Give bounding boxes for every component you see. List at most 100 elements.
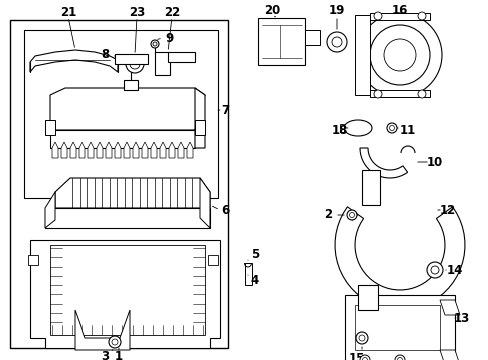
Polygon shape [133, 142, 139, 158]
Polygon shape [160, 142, 165, 158]
Polygon shape [142, 142, 148, 158]
Text: 23: 23 [129, 5, 145, 18]
Polygon shape [200, 178, 209, 228]
Polygon shape [354, 15, 369, 95]
Polygon shape [354, 305, 439, 350]
Circle shape [130, 59, 140, 69]
Circle shape [417, 90, 425, 98]
Text: 20: 20 [264, 4, 280, 17]
Polygon shape [244, 263, 251, 285]
Polygon shape [124, 142, 130, 158]
Polygon shape [70, 142, 76, 158]
Polygon shape [357, 285, 377, 310]
Text: 19: 19 [328, 4, 345, 17]
Text: 14: 14 [446, 264, 462, 276]
Polygon shape [61, 142, 67, 158]
Text: 4: 4 [250, 274, 259, 287]
Circle shape [386, 123, 396, 133]
Polygon shape [28, 255, 38, 265]
Circle shape [357, 13, 441, 97]
Circle shape [109, 336, 121, 348]
Polygon shape [151, 142, 157, 158]
Polygon shape [97, 142, 103, 158]
Text: 8: 8 [101, 49, 109, 62]
Text: 1: 1 [115, 350, 123, 360]
Circle shape [417, 12, 425, 20]
Polygon shape [30, 50, 118, 72]
Circle shape [383, 39, 415, 71]
Text: 6: 6 [221, 203, 229, 216]
Polygon shape [178, 142, 183, 158]
Polygon shape [115, 142, 121, 158]
Circle shape [389, 126, 394, 130]
Polygon shape [359, 148, 407, 178]
Circle shape [326, 32, 346, 52]
Polygon shape [50, 88, 204, 130]
Circle shape [362, 357, 367, 360]
Circle shape [358, 335, 364, 341]
Text: 11: 11 [399, 123, 415, 136]
Text: 16: 16 [391, 4, 407, 17]
Polygon shape [79, 142, 85, 158]
Polygon shape [106, 142, 112, 158]
Polygon shape [168, 52, 195, 62]
Circle shape [373, 90, 381, 98]
Circle shape [359, 355, 369, 360]
Polygon shape [45, 208, 209, 228]
Polygon shape [369, 13, 429, 20]
Circle shape [346, 210, 356, 220]
Circle shape [426, 262, 442, 278]
Circle shape [369, 25, 429, 85]
Polygon shape [207, 255, 218, 265]
Polygon shape [334, 207, 464, 310]
Polygon shape [155, 52, 170, 75]
Text: 3: 3 [101, 350, 109, 360]
Polygon shape [361, 170, 379, 205]
Polygon shape [439, 300, 459, 315]
Polygon shape [195, 120, 204, 135]
Polygon shape [439, 350, 459, 360]
Circle shape [430, 266, 438, 274]
Polygon shape [369, 90, 429, 97]
Polygon shape [115, 54, 148, 64]
Polygon shape [30, 240, 220, 348]
Circle shape [355, 332, 367, 344]
Text: 12: 12 [439, 203, 455, 216]
Polygon shape [124, 80, 138, 90]
Text: 2: 2 [323, 208, 331, 221]
Text: 7: 7 [221, 104, 228, 117]
Text: 10: 10 [426, 156, 442, 168]
Polygon shape [10, 20, 227, 348]
Polygon shape [52, 142, 58, 158]
Text: 21: 21 [60, 5, 76, 18]
Circle shape [394, 355, 404, 360]
Polygon shape [75, 310, 130, 350]
Polygon shape [195, 88, 204, 148]
Circle shape [331, 37, 341, 47]
Text: 18: 18 [331, 123, 347, 136]
Polygon shape [305, 30, 319, 45]
Circle shape [126, 55, 143, 73]
Polygon shape [45, 192, 55, 228]
Polygon shape [258, 18, 305, 65]
Circle shape [373, 12, 381, 20]
Polygon shape [169, 142, 175, 158]
Circle shape [112, 339, 118, 345]
Polygon shape [50, 245, 204, 335]
Polygon shape [45, 120, 55, 135]
Circle shape [153, 42, 157, 46]
Text: 22: 22 [163, 5, 180, 18]
Text: 5: 5 [250, 248, 259, 261]
Polygon shape [55, 178, 209, 208]
Circle shape [397, 357, 402, 360]
Circle shape [151, 40, 159, 48]
Polygon shape [339, 124, 343, 132]
Text: 15: 15 [348, 351, 365, 360]
Polygon shape [345, 295, 454, 360]
Text: 13: 13 [453, 311, 469, 324]
Text: 9: 9 [165, 31, 174, 45]
Polygon shape [50, 130, 195, 148]
Polygon shape [24, 30, 218, 198]
Circle shape [349, 212, 354, 217]
Polygon shape [186, 142, 193, 158]
